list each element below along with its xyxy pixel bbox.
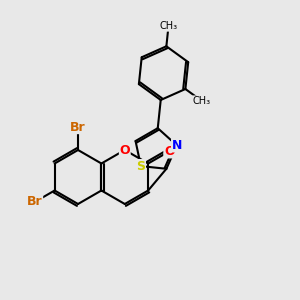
Text: S: S xyxy=(136,160,146,172)
Text: Br: Br xyxy=(27,196,43,208)
Text: O: O xyxy=(119,143,130,157)
Text: Br: Br xyxy=(70,121,86,134)
Text: CH₃: CH₃ xyxy=(159,21,178,31)
Text: CH₃: CH₃ xyxy=(193,96,211,106)
Text: N: N xyxy=(172,139,182,152)
Text: O: O xyxy=(164,145,175,158)
